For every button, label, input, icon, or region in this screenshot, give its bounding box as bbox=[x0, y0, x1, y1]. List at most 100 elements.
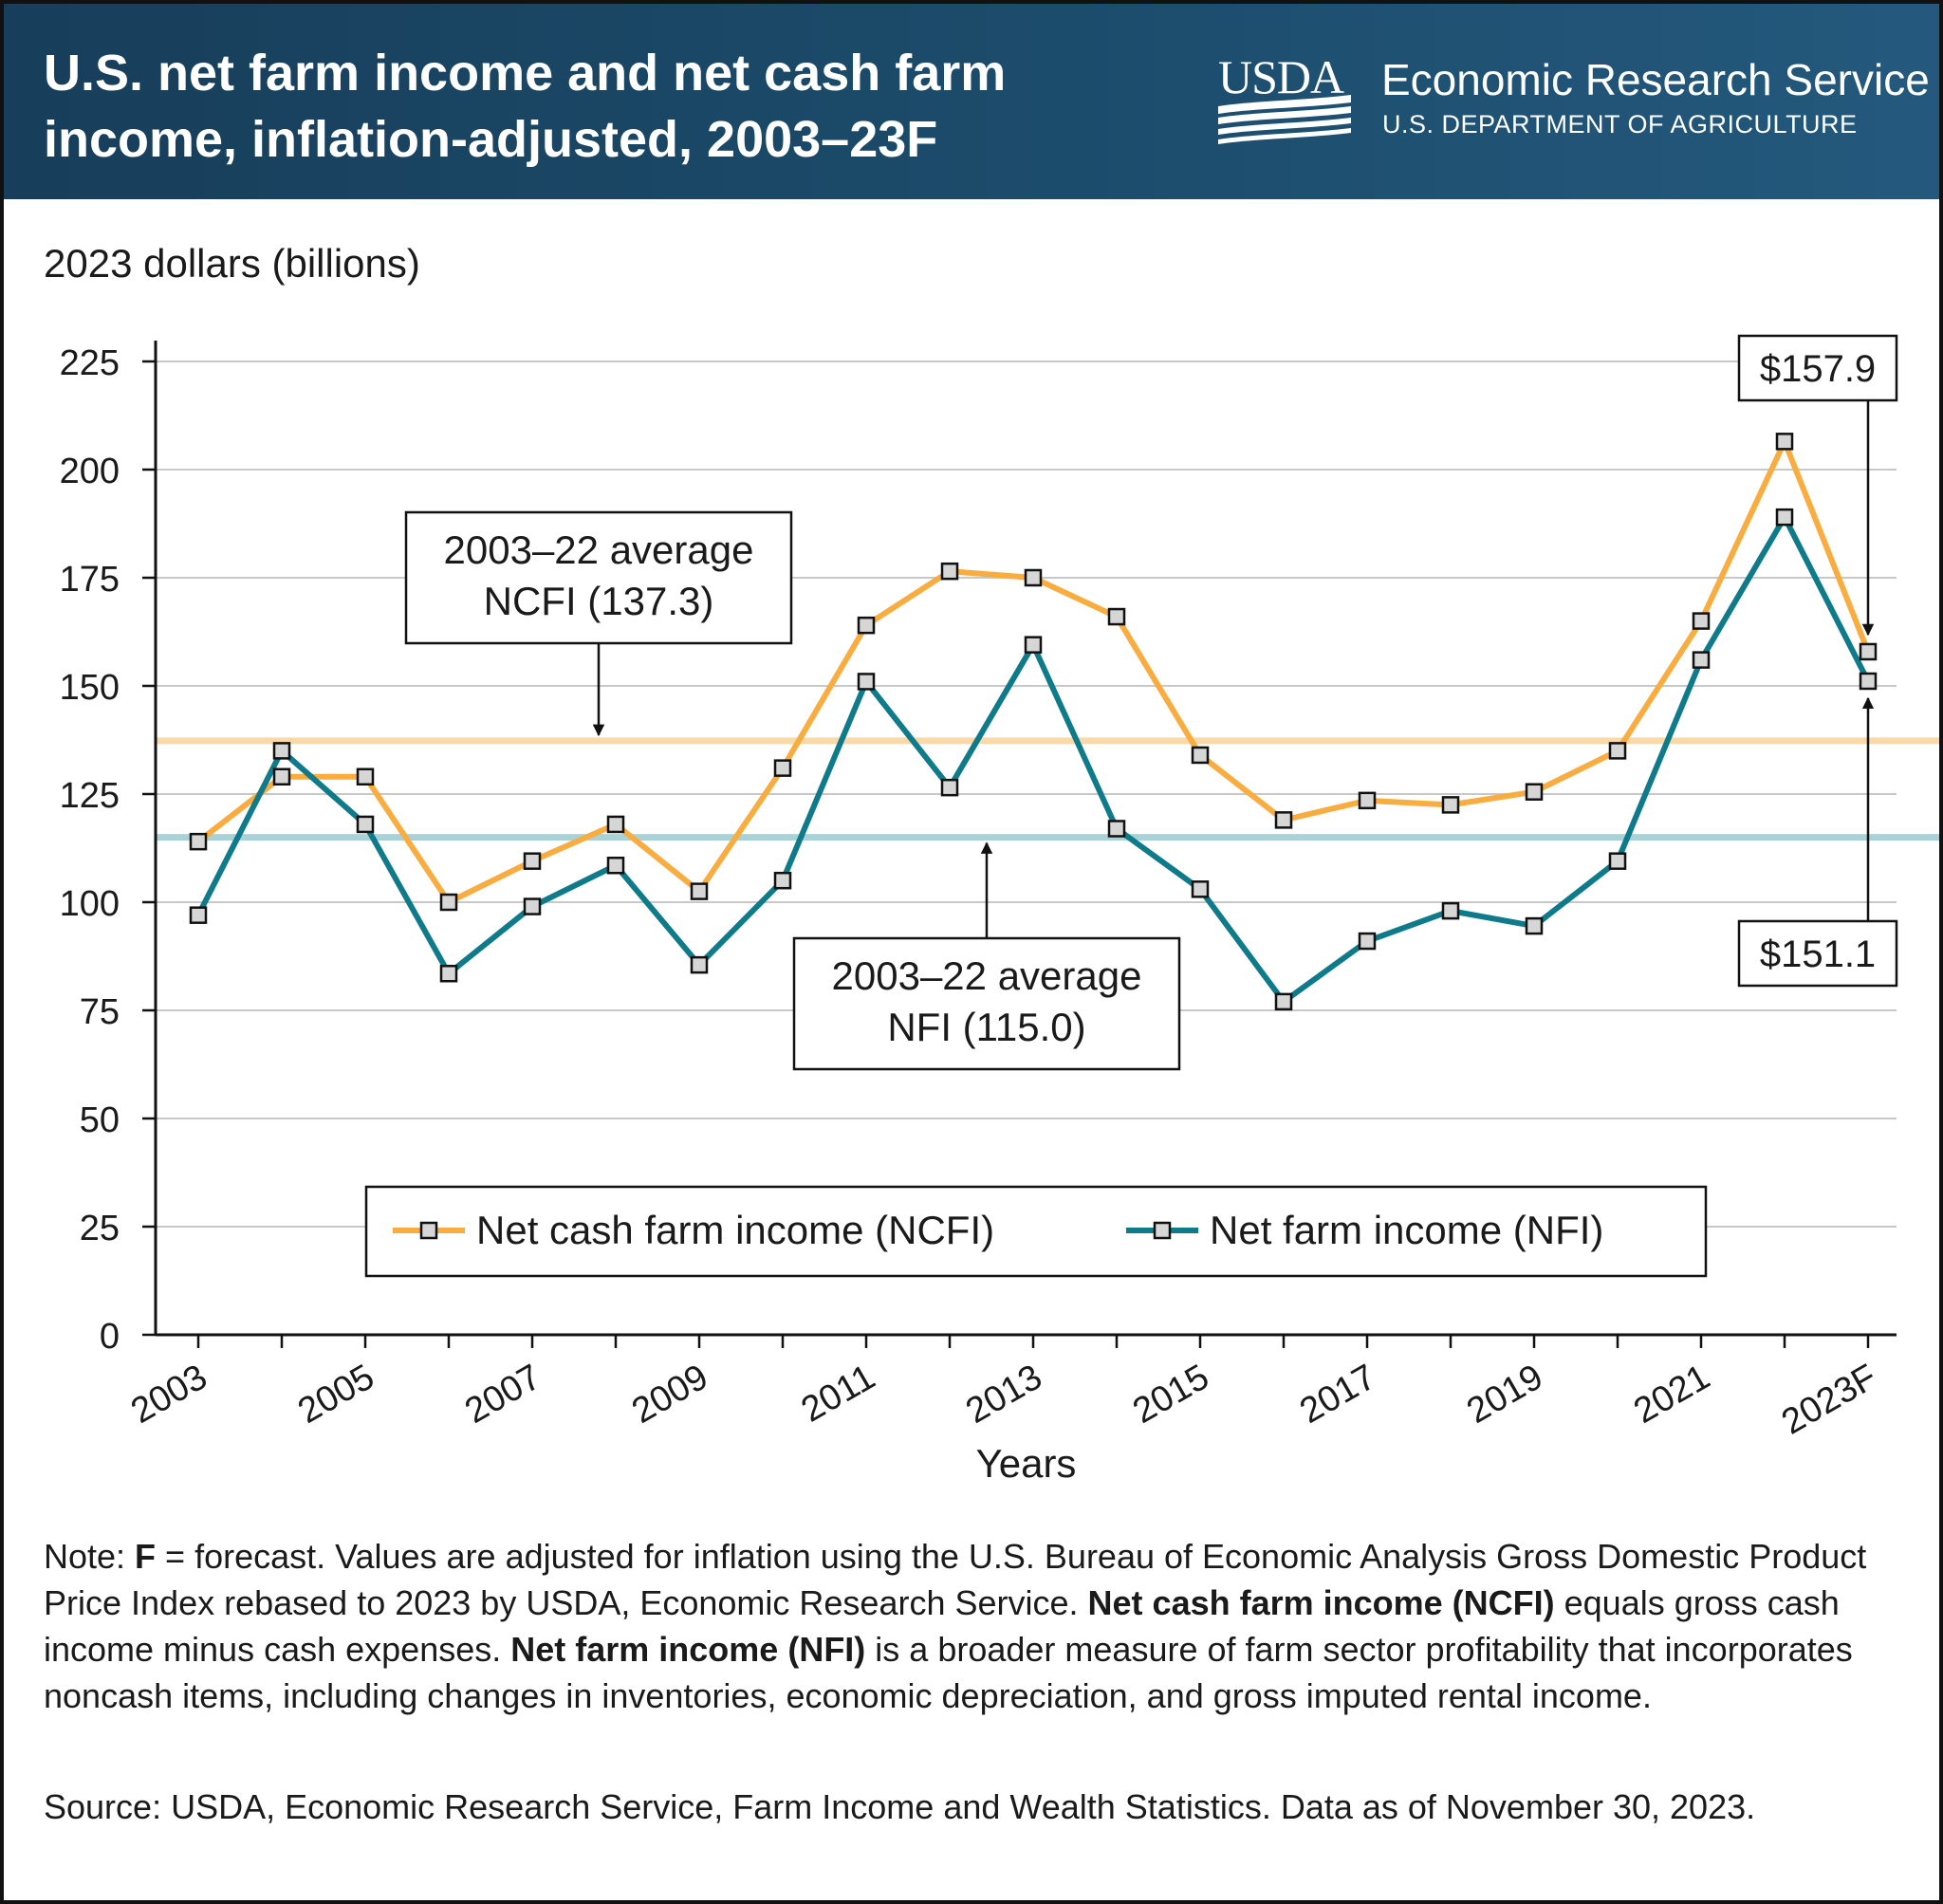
data-point-ncfi bbox=[1608, 742, 1627, 760]
data-point-ncfi bbox=[439, 893, 458, 912]
note-f-bold: F bbox=[135, 1537, 157, 1576]
data-point-nfi bbox=[1859, 672, 1878, 691]
x-axis-title: Years bbox=[976, 1441, 1077, 1486]
callout-nfi-average: 2003–22 average NFI (115.0) bbox=[792, 936, 1181, 1071]
legend-label-nfi: Net farm income (NFI) bbox=[1210, 1208, 1603, 1252]
data-point-nfi bbox=[1608, 852, 1627, 870]
note-part1: = forecast. Values are adjusted for infl… bbox=[44, 1537, 1867, 1622]
data-point-ncfi bbox=[1441, 796, 1460, 814]
annotation-nfi-box bbox=[1737, 919, 1898, 988]
data-point-ncfi bbox=[773, 759, 792, 777]
data-point-nfi bbox=[1274, 992, 1293, 1011]
note-text: Note: F = forecast. Values are adjusted … bbox=[44, 1533, 1913, 1719]
data-point-ncfi bbox=[1191, 746, 1210, 765]
callout-nfi-average-box bbox=[792, 936, 1181, 1071]
data-point-ncfi bbox=[940, 562, 959, 581]
department-name: U.S. DEPARTMENT OF AGRICULTURE bbox=[1382, 110, 1858, 139]
x-tick-label: 2021 bbox=[1627, 1357, 1716, 1432]
data-point-nfi bbox=[439, 964, 458, 983]
x-tick-label: 2007 bbox=[458, 1357, 547, 1432]
callout-ncfi-average-line1: 2003–22 average bbox=[444, 527, 754, 572]
legend-box bbox=[364, 1185, 1708, 1278]
note-part3: is a broader measure of farm sector prof… bbox=[44, 1630, 1853, 1715]
chart-title: U.S. net farm income and net cash farm i… bbox=[44, 45, 1007, 168]
data-point-nfi bbox=[1107, 820, 1126, 838]
y-tick-label: 200 bbox=[60, 452, 120, 491]
legend-swatch-marker-ncfi bbox=[419, 1221, 438, 1240]
x-tick-label: 2013 bbox=[959, 1357, 1048, 1432]
data-point-nfi bbox=[606, 856, 625, 875]
legend-swatch-marker-nfi bbox=[1153, 1221, 1172, 1240]
note-part2: equals gross cash income minus cash expe… bbox=[44, 1583, 1840, 1669]
annotation-nfi-text: $151.1 bbox=[1760, 934, 1876, 975]
data-point-nfi bbox=[857, 673, 876, 691]
y-tick-label: 150 bbox=[60, 668, 120, 708]
note-nfi-bold: Net farm income (NFI) bbox=[510, 1630, 866, 1669]
data-point-nfi bbox=[773, 871, 792, 890]
data-point-ncfi bbox=[523, 852, 542, 870]
data-point-ncfi bbox=[1358, 791, 1377, 810]
data-point-ncfi bbox=[1692, 612, 1711, 630]
data-point-ncfi bbox=[1525, 783, 1544, 801]
line-chart: 0 25 50 75 100 125 150 175 200 225 2003 2005 2007 200… bbox=[60, 334, 1939, 1486]
note-prefix: Note: bbox=[44, 1537, 136, 1576]
y-tick-label: 0 bbox=[100, 1317, 120, 1357]
x-tick-label: 2015 bbox=[1126, 1357, 1215, 1432]
usda-logo-text: USDA bbox=[1218, 53, 1344, 103]
data-point-ncfi bbox=[690, 882, 709, 900]
data-point-nfi bbox=[1525, 916, 1544, 935]
y-axis-unit-label: 2023 dollars (billions) bbox=[44, 241, 420, 286]
y-tick-label: 225 bbox=[60, 343, 120, 383]
data-point-nfi bbox=[272, 742, 291, 760]
y-tick-label: 75 bbox=[80, 992, 120, 1032]
data-point-nfi bbox=[1358, 932, 1377, 951]
agency-name: Economic Research Service bbox=[1381, 55, 1930, 104]
data-point-ncfi bbox=[857, 616, 876, 635]
data-point-nfi bbox=[1441, 901, 1460, 920]
header-banner: U.S. net farm income and net cash farm i… bbox=[4, 4, 1939, 199]
data-point-ncfi bbox=[1859, 642, 1878, 661]
x-tick-label: 2003 bbox=[124, 1357, 213, 1432]
data-point-ncfi bbox=[606, 815, 625, 834]
data-point-ncfi bbox=[1024, 568, 1043, 587]
callout-nfi-average-line1: 2003–22 average bbox=[832, 953, 1142, 998]
x-tick-label: 2009 bbox=[625, 1357, 714, 1432]
data-point-ncfi bbox=[189, 832, 208, 851]
usda-logo: USDA bbox=[1218, 53, 1351, 144]
legend: Net cash farm income (NCFI) Net farm inco… bbox=[364, 1185, 1708, 1278]
data-point-ncfi bbox=[272, 767, 291, 786]
data-point-ncfi bbox=[1775, 433, 1794, 451]
legend-label-ncfi: Net cash farm income (NCFI) bbox=[476, 1208, 994, 1252]
callout-ncfi-average: 2003–22 average NCFI (137.3) bbox=[404, 510, 793, 645]
y-tick-label: 100 bbox=[60, 884, 120, 924]
series-line-ncfi bbox=[196, 438, 1871, 905]
callout-ncfi-average-box bbox=[404, 510, 793, 645]
data-point-nfi bbox=[356, 815, 375, 834]
data-point-nfi bbox=[1692, 651, 1711, 669]
data-point-nfi bbox=[1024, 636, 1043, 654]
x-tick-label: 2017 bbox=[1293, 1357, 1382, 1432]
y-tick-label: 25 bbox=[80, 1209, 120, 1248]
x-tick-label: 2023F bbox=[1775, 1357, 1883, 1442]
x-tick-label: 2011 bbox=[795, 1357, 882, 1430]
annotation-ncfi-text: $157.9 bbox=[1760, 348, 1876, 390]
data-point-nfi bbox=[523, 897, 542, 915]
data-point-ncfi bbox=[1107, 607, 1126, 626]
x-tick-label: 2005 bbox=[291, 1357, 380, 1432]
data-point-nfi bbox=[1775, 508, 1794, 527]
data-point-nfi bbox=[940, 778, 959, 797]
data-point-nfi bbox=[189, 906, 208, 924]
source-text: Source: USDA, Economic Research Service,… bbox=[44, 1787, 1756, 1826]
y-tick-label: 125 bbox=[60, 776, 120, 816]
data-point-ncfi bbox=[356, 767, 375, 786]
y-tick-label: 50 bbox=[80, 1100, 120, 1140]
callout-nfi-average-line2: NFI (115.0) bbox=[887, 1005, 1085, 1049]
annotation-ncfi-box bbox=[1737, 334, 1898, 402]
callout-ncfi-average-line2: NCFI (137.3) bbox=[484, 579, 714, 623]
x-tick-label: 2019 bbox=[1460, 1357, 1549, 1432]
note-ncfi-bold: Net cash farm income (NCFI) bbox=[1087, 1583, 1555, 1622]
data-point-nfi bbox=[690, 955, 709, 974]
data-point-nfi bbox=[1191, 880, 1210, 898]
data-point-ncfi bbox=[1274, 811, 1293, 829]
